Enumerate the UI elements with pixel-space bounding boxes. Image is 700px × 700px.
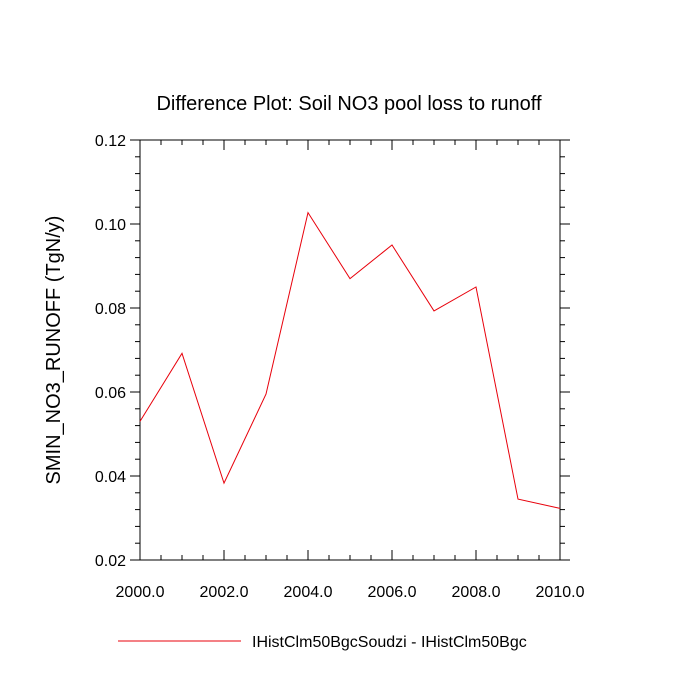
y-axis-label: SMIN_NO3_RUNOFF (TgN/y)	[43, 216, 65, 485]
x-tick-label: 2010.0	[536, 584, 585, 601]
plot-frame	[139, 139, 561, 561]
axis-ticks	[130, 139, 570, 561]
series-layer	[139, 211, 561, 509]
y-tick-label: 0.10	[95, 217, 126, 234]
y-tick-label: 0.12	[95, 133, 126, 150]
y-tick-label: 0.02	[95, 553, 126, 570]
chart-title: Difference Plot: Soil NO3 pool loss to r…	[156, 93, 541, 115]
x-tick-label: 2002.0	[200, 584, 249, 601]
x-tick-label: 2000.0	[116, 584, 165, 601]
x-tick-label: 2006.0	[368, 584, 417, 601]
y-tick-label: 0.04	[95, 469, 126, 486]
x-tick-label: 2004.0	[284, 584, 333, 601]
legend-label: IHistClm50BgcSoudzi - IHistClm50Bgc	[252, 634, 527, 651]
y-tick-label: 0.06	[95, 385, 126, 402]
x-tick-label: 2008.0	[452, 584, 501, 601]
axis-tick-labels: 2000.0 2002.0 2004.0 2006.0 2008.0 2010.0 0.02…	[95, 133, 585, 601]
legend: IHistClm50BgcSoudzi - IHistClm50Bgc	[118, 634, 527, 651]
series-line	[139, 211, 561, 509]
y-tick-label: 0.08	[95, 301, 126, 318]
